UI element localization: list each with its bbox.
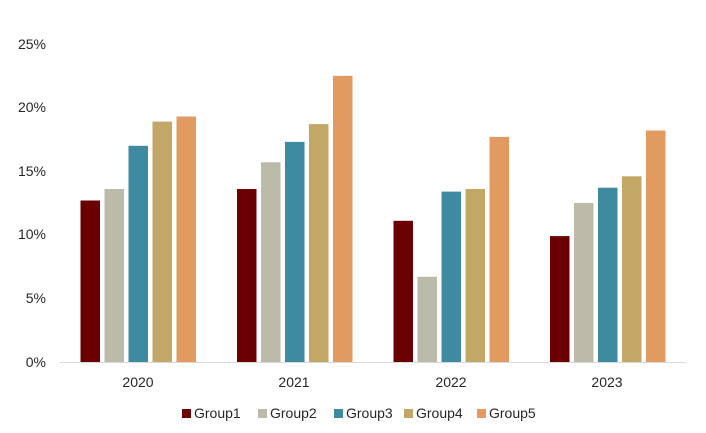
bar-group5-2020 bbox=[176, 116, 196, 362]
bar-group1-2021 bbox=[237, 189, 257, 362]
bar-group4-2021 bbox=[309, 124, 329, 362]
x-axis-ticks: 2020 2021 2022 2023 bbox=[122, 374, 622, 390]
bar-group5-2021 bbox=[333, 75, 353, 363]
legend-swatch-group1 bbox=[182, 409, 191, 418]
legend-swatch-group4 bbox=[404, 409, 413, 418]
y-tick-label: 20% bbox=[18, 99, 46, 115]
legend: Group1 Group2 Group3 Group4 Group5 bbox=[182, 405, 536, 421]
y-tick-label: 0% bbox=[26, 354, 46, 370]
bar-group3-2022 bbox=[441, 191, 461, 362]
bar-group2-2020 bbox=[104, 189, 124, 362]
y-tick-label: 15% bbox=[18, 163, 46, 179]
bar-group1-2020 bbox=[80, 200, 100, 362]
x-tick-label: 2023 bbox=[591, 374, 622, 390]
legend-label: Group1 bbox=[194, 405, 241, 421]
bar-group4-2023 bbox=[622, 176, 642, 362]
bar-group3-2020 bbox=[128, 145, 148, 362]
legend-swatch-group3 bbox=[334, 409, 343, 418]
legend-label: Group3 bbox=[346, 405, 393, 421]
x-tick-label: 2021 bbox=[278, 374, 309, 390]
bar-group5-2022 bbox=[489, 136, 509, 362]
legend-swatch-group5 bbox=[477, 409, 486, 418]
y-tick-label: 5% bbox=[26, 290, 46, 306]
x-tick-label: 2022 bbox=[435, 374, 466, 390]
y-tick-label: 25% bbox=[18, 36, 46, 52]
y-tick-label: 10% bbox=[18, 226, 46, 242]
bar-group3-2021 bbox=[285, 141, 305, 362]
legend-label: Group4 bbox=[416, 405, 463, 421]
bar-group2-2021 bbox=[261, 162, 281, 362]
bar-group2-2022 bbox=[417, 276, 437, 362]
bar-group4-2022 bbox=[465, 189, 485, 362]
legend-label: Group5 bbox=[489, 405, 536, 421]
bar-group1-2023 bbox=[550, 236, 570, 362]
bars bbox=[80, 75, 666, 363]
x-tick-label: 2020 bbox=[122, 374, 153, 390]
bar-group1-2022 bbox=[393, 220, 413, 362]
bar-group4-2020 bbox=[152, 121, 172, 362]
legend-swatch-group2 bbox=[258, 409, 267, 418]
y-axis-ticks: 0% 5% 10% 15% 20% 25% bbox=[18, 36, 46, 370]
bar-group2-2023 bbox=[574, 203, 594, 362]
legend-label: Group2 bbox=[270, 405, 317, 421]
bar-group3-2023 bbox=[598, 187, 618, 362]
bar-group5-2023 bbox=[646, 130, 666, 362]
